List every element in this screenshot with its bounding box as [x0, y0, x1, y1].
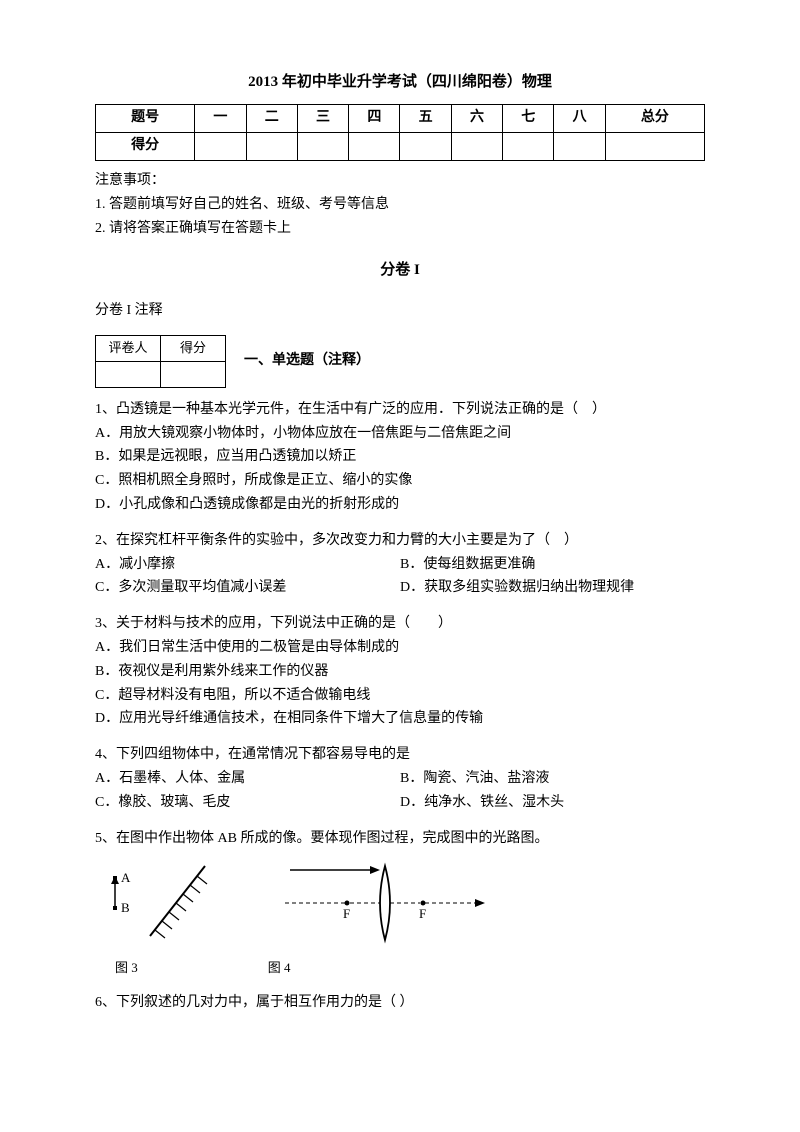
score-table: 题号 一 二 三 四 五 六 七 八 总分 得分: [95, 104, 705, 161]
note-item: 2. 请将答案正确填写在答题卡上: [95, 217, 705, 241]
question-2: 2、在探究杠杆平衡条件的实验中，多次改变力和力臂的大小主要是为了（ ） A．减小…: [95, 529, 705, 600]
question-stem: 3、关于材料与技术的应用，下列说法中正确的是（ ）: [95, 612, 705, 636]
header-cell: 八: [554, 105, 605, 133]
score-cell[interactable]: [349, 133, 400, 161]
label-a: A: [121, 870, 131, 885]
row-label: 得分: [96, 133, 195, 161]
mirror-diagram: A B: [95, 858, 225, 953]
option-c: C．多次测量取平均值减小误差: [95, 576, 400, 600]
option-b: B．夜视仪是利用紫外线来工作的仪器: [95, 660, 705, 684]
header-cell: 七: [503, 105, 554, 133]
section-header-row: 评卷人 得分 一、单选题（注释）: [95, 335, 705, 388]
diagram-labels: 图 3 图 4: [115, 957, 705, 979]
option-c: C．橡胶、玻璃、毛皮: [95, 791, 400, 815]
section-note: 分卷 I 注释: [95, 300, 705, 322]
option-b: B．如果是远视眼，应当用凸透镜加以矫正: [95, 445, 705, 469]
diagram-row: A B F F: [95, 858, 705, 953]
notes-title: 注意事项：: [95, 169, 705, 193]
grade-cell[interactable]: [161, 361, 226, 387]
score-cell[interactable]: [400, 133, 451, 161]
question-1: 1、凸透镜是一种基本光学元件，在生活中有广泛的应用．下列说法正确的是（ ） A．…: [95, 398, 705, 517]
label-f: F: [343, 906, 350, 921]
option-b: B．陶瓷、汽油、盐溶液: [400, 767, 705, 791]
score-table-header-row: 题号 一 二 三 四 五 六 七 八 总分: [96, 105, 705, 133]
grade-header: 得分: [161, 335, 226, 361]
question-6: 6、下列叙述的几对力中，属于相互作用力的是（ ）: [95, 991, 705, 1015]
option-b: B．使每组数据更准确: [400, 553, 705, 577]
option-a: A．减小摩擦: [95, 553, 400, 577]
header-cell: 一: [195, 105, 246, 133]
question-stem: 6、下列叙述的几对力中，属于相互作用力的是（ ）: [95, 991, 705, 1015]
label-f: F: [419, 906, 426, 921]
option-c: C．超导材料没有电阻，所以不适合做输电线: [95, 684, 705, 708]
header-cell: 二: [246, 105, 297, 133]
option-d: D．应用光导纤维通信技术，在相同条件下增大了信息量的传输: [95, 707, 705, 731]
label-b: B: [121, 900, 130, 915]
question-4: 4、下列四组物体中，在通常情况下都容易导电的是 A．石墨棒、人体、金属 C．橡胶…: [95, 743, 705, 814]
score-cell[interactable]: [605, 133, 704, 161]
score-cell[interactable]: [451, 133, 502, 161]
grade-cell[interactable]: [96, 361, 161, 387]
grade-header: 评卷人: [96, 335, 161, 361]
question-stem: 5、在图中作出物体 AB 所成的像。要体现作图过程，完成图中的光路图。: [95, 827, 705, 851]
score-table-input-row: 得分: [96, 133, 705, 161]
header-cell: 四: [349, 105, 400, 133]
notes-block: 注意事项： 1. 答题前填写好自己的姓名、班级、考号等信息 2. 请将答案正确填…: [95, 169, 705, 240]
header-cell: 三: [297, 105, 348, 133]
header-cell: 题号: [96, 105, 195, 133]
header-cell: 总分: [605, 105, 704, 133]
lens-diagram: F F: [285, 858, 485, 953]
question-3: 3、关于材料与技术的应用，下列说法中正确的是（ ） A．我们日常生活中使用的二极…: [95, 612, 705, 731]
score-cell[interactable]: [554, 133, 605, 161]
fig-label-4: 图 4: [268, 957, 291, 979]
header-cell: 六: [451, 105, 502, 133]
score-cell[interactable]: [195, 133, 246, 161]
question-stem: 4、下列四组物体中，在通常情况下都容易导电的是: [95, 743, 705, 767]
fig-label-3: 图 3: [115, 957, 138, 979]
option-a: A．用放大镜观察小物体时，小物体应放在一倍焦距与二倍焦距之间: [95, 422, 705, 446]
score-cell[interactable]: [503, 133, 554, 161]
header-cell: 五: [400, 105, 451, 133]
option-a: A．石墨棒、人体、金属: [95, 767, 400, 791]
question-stem: 2、在探究杠杆平衡条件的实验中，多次改变力和力臂的大小主要是为了（ ）: [95, 529, 705, 553]
note-item: 1. 答题前填写好自己的姓名、班级、考号等信息: [95, 193, 705, 217]
section-heading: 一、单选题（注释）: [244, 350, 370, 372]
score-cell[interactable]: [246, 133, 297, 161]
exam-title: 2013 年初中毕业升学考试（四川绵阳卷）物理: [95, 70, 705, 94]
option-c: C．照相机照全身照时，所成像是正立、缩小的实像: [95, 469, 705, 493]
score-cell[interactable]: [297, 133, 348, 161]
option-d: D．纯净水、铁丝、湿木头: [400, 791, 705, 815]
section-title: 分卷 I: [95, 258, 705, 282]
option-a: A．我们日常生活中使用的二极管是由导体制成的: [95, 636, 705, 660]
question-stem: 1、凸透镜是一种基本光学元件，在生活中有广泛的应用．下列说法正确的是（ ）: [95, 398, 705, 422]
option-d: D．获取多组实验数据归纳出物理规律: [400, 576, 705, 600]
question-5: 5、在图中作出物体 AB 所成的像。要体现作图过程，完成图中的光路图。 A B: [95, 827, 705, 980]
option-d: D．小孔成像和凸透镜成像都是由光的折射形成的: [95, 493, 705, 517]
grade-table: 评卷人 得分: [95, 335, 226, 388]
